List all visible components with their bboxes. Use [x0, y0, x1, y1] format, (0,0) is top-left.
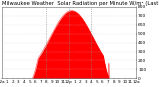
Text: Milwaukee Weather  Solar Radiation per Minute W/m² (Last 24 Hours): Milwaukee Weather Solar Radiation per Mi… [2, 1, 160, 6]
